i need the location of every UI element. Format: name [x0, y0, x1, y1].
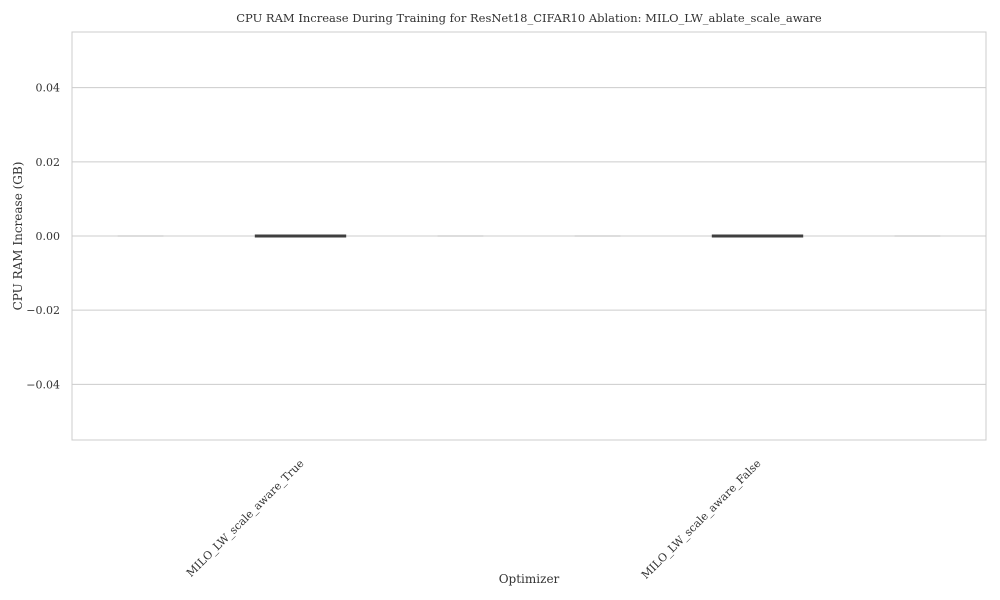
y-tick-label: 0.04 [36, 82, 61, 95]
y-tick-labels: 0.04 0.02 0.00 −0.02 −0.04 [26, 82, 60, 392]
x-tick-label: MILO_LW_scale_aware_False [639, 457, 764, 582]
y-tick-label: 0.02 [36, 156, 61, 169]
x-axis-label: Optimizer [499, 572, 560, 586]
x-tick-labels: MILO_LW_scale_aware_True MILO_LW_scale_aw… [184, 457, 764, 582]
chart-title: CPU RAM Increase During Training for Res… [236, 11, 822, 25]
x-tick-label: MILO_LW_scale_aware_True [184, 457, 307, 580]
y-tick-label: −0.04 [26, 378, 60, 391]
y-axis-label: CPU RAM Increase (GB) [11, 162, 25, 311]
y-gridlines [72, 87, 986, 385]
plot-frame [71, 31, 987, 441]
y-tick-label: −0.02 [26, 304, 60, 317]
y-tick-label: 0.00 [36, 230, 61, 243]
